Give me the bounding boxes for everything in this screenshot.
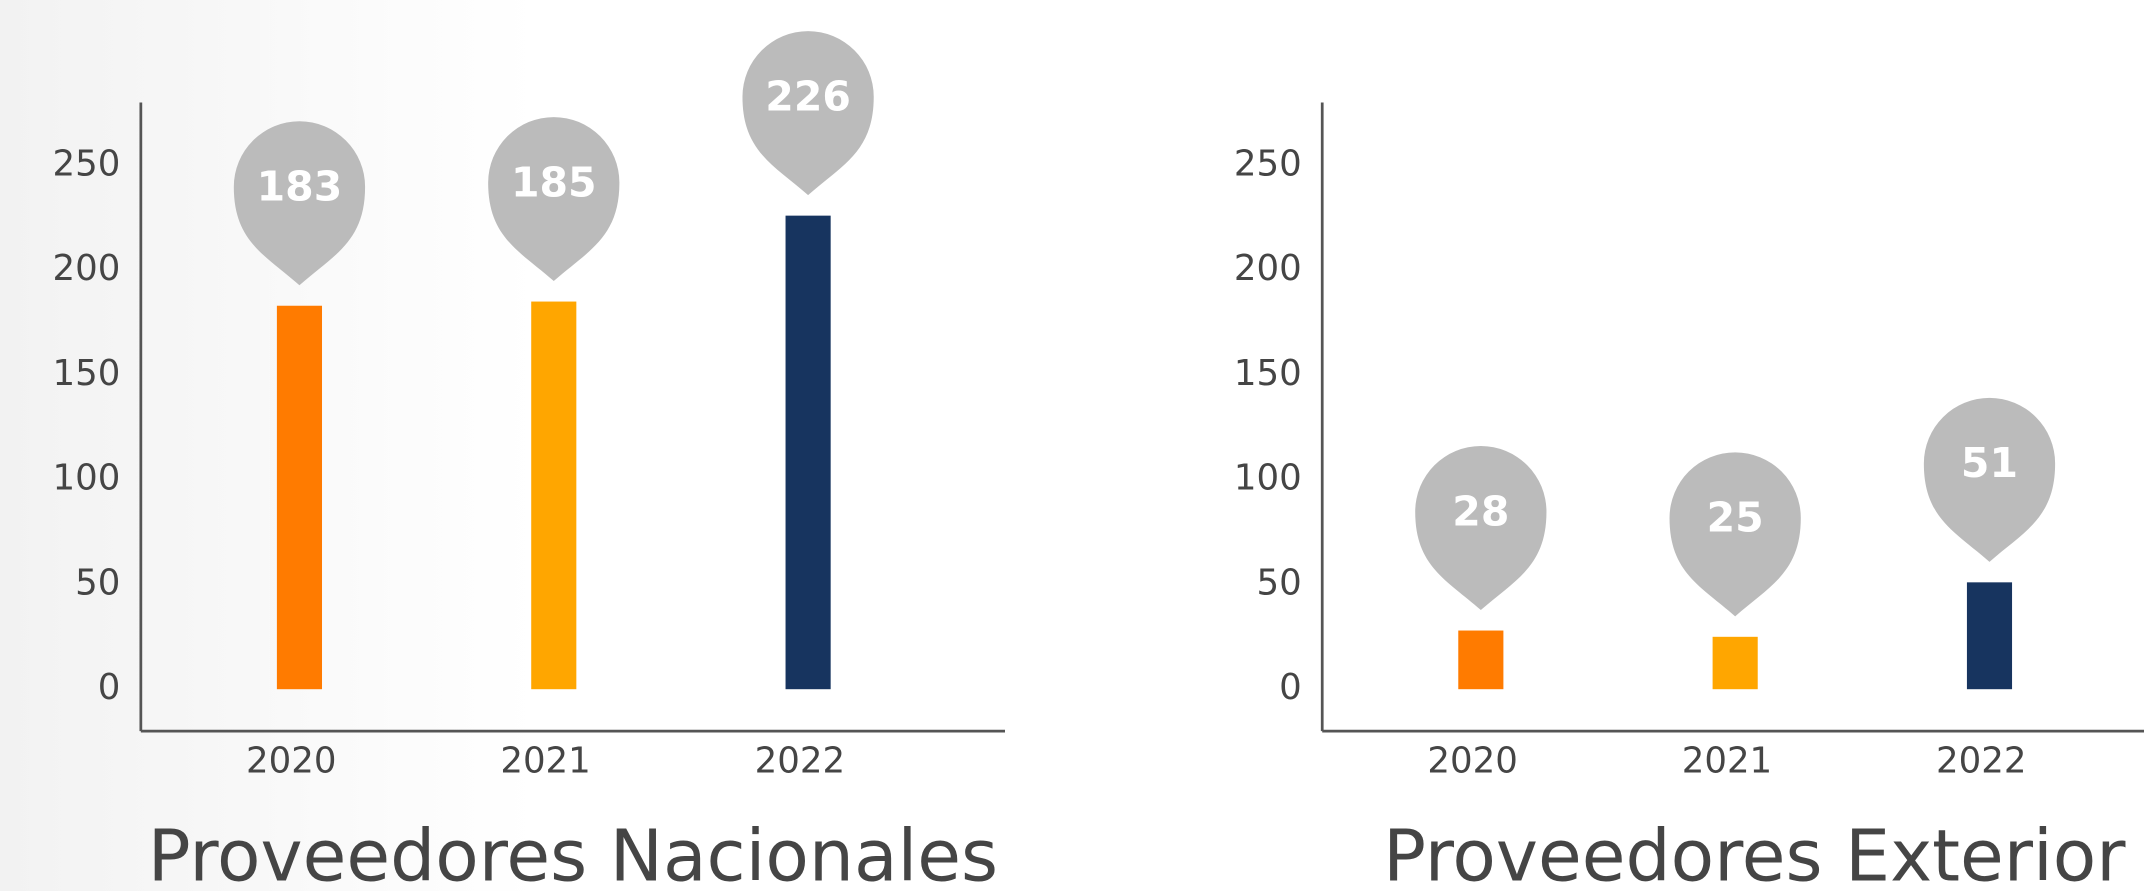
- value-pin: [488, 117, 620, 282]
- y-tick-label: 250: [1234, 143, 1302, 184]
- value-label: 226: [765, 72, 851, 120]
- chart-title: Proveedores Nacionales: [148, 814, 998, 891]
- y-tick-label: 100: [52, 458, 120, 499]
- value-label: 28: [1452, 487, 1509, 535]
- bar: [1966, 582, 2013, 690]
- x-tick-label: 2022: [1936, 741, 2026, 782]
- y-tick-label: 100: [1234, 458, 1302, 499]
- x-tick-label: 2020: [246, 741, 336, 782]
- bar: [276, 305, 323, 690]
- x-tick-label: 2021: [500, 741, 590, 782]
- value-pin: [1669, 452, 1801, 617]
- value-label: 51: [1961, 439, 2018, 487]
- bar: [531, 301, 577, 690]
- value-pin: [1415, 446, 1547, 611]
- value-pin: [742, 31, 874, 196]
- x-tick-label: 2021: [1682, 741, 1772, 782]
- bar: [1712, 636, 1758, 690]
- x-tick-label: 2020: [1427, 741, 1517, 782]
- y-tick-label: 150: [52, 353, 120, 394]
- y-tick-label: 0: [1279, 667, 1302, 708]
- value-label: 183: [257, 163, 343, 211]
- y-tick-label: 200: [52, 248, 120, 289]
- value-label: 185: [511, 158, 597, 206]
- y-tick-label: 50: [75, 562, 120, 603]
- bar: [785, 215, 831, 690]
- y-tick-label: 0: [98, 667, 121, 708]
- x-tick-label: 2022: [755, 741, 845, 782]
- value-pin: [233, 121, 366, 286]
- y-tick-label: 150: [1234, 353, 1302, 394]
- y-tick-label: 200: [1234, 248, 1302, 289]
- value-label: 25: [1707, 494, 1764, 542]
- y-tick-label: 50: [1256, 562, 1301, 603]
- bar: [1458, 630, 1504, 690]
- value-pin: [1923, 397, 2056, 562]
- y-tick-label: 250: [52, 143, 120, 184]
- chart-title: Proveedores Exterior: [1383, 814, 2126, 891]
